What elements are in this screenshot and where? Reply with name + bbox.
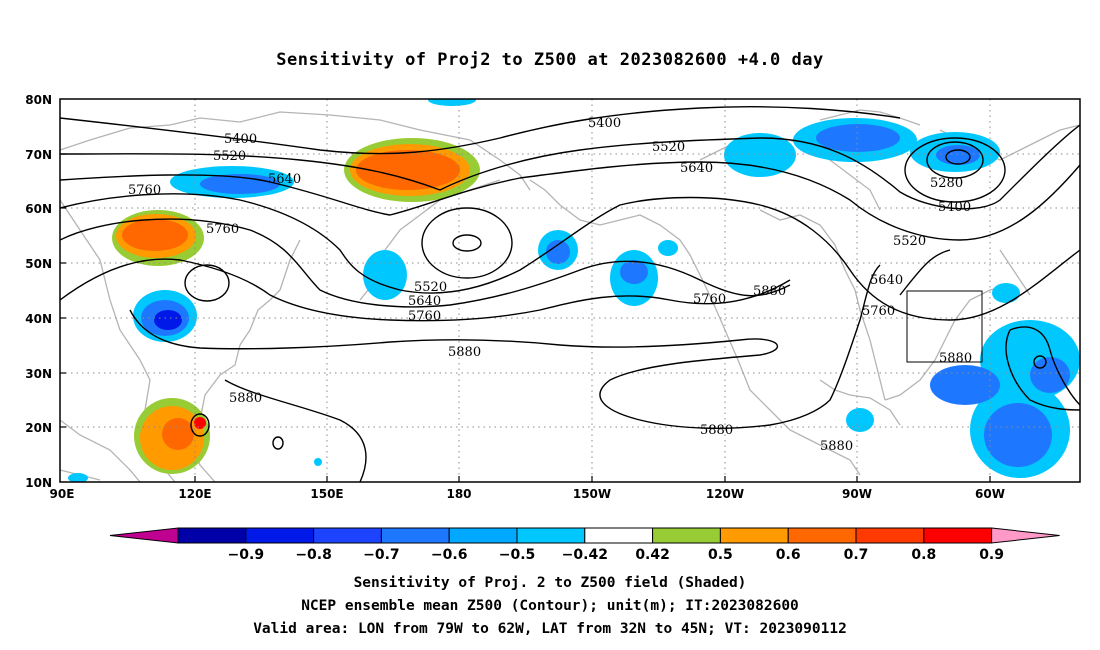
colorbar-swatch: [787, 527, 857, 544]
lon-label: 90W: [842, 487, 872, 501]
contour-label: 5760: [128, 183, 161, 198]
contour-label: 5520: [893, 234, 926, 249]
contour-label: 5400: [938, 200, 971, 215]
coastlines: [60, 109, 1080, 482]
lat-label: 20N: [25, 421, 52, 435]
colorbar-label: −0.6: [431, 547, 468, 563]
contour-label: 5880: [700, 423, 733, 438]
colorbar-swatch: [923, 527, 993, 544]
contour-label: 5400: [224, 132, 257, 147]
colorbar-swatch: [991, 527, 1060, 544]
lat-label: 10N: [25, 476, 52, 490]
contour-label: 5880: [229, 391, 262, 406]
colorbar-label: −0.9: [228, 547, 265, 563]
colorbar-label: −0.7: [363, 547, 400, 563]
lon-label: 120E: [178, 487, 211, 501]
gridlines: [60, 99, 1080, 482]
lat-label: 40N: [25, 312, 52, 326]
lon-label: 120W: [706, 487, 744, 501]
colorbar-swatch: [313, 527, 382, 544]
lat-label: 60N: [25, 202, 52, 216]
lon-label: 150W: [573, 487, 611, 501]
colorbar-swatch: [380, 527, 450, 544]
colorbar-swatch: [245, 527, 315, 544]
colorbar: −0.9 −0.8 −0.7 −0.6 −0.5 −0.42 0.42 0.5 0.6 0.7 0.…: [109, 527, 1060, 563]
colorbar-swatch: [177, 527, 247, 544]
colorbar-swatch: [652, 527, 721, 544]
colorbar-label: 0.5: [708, 547, 733, 563]
contour-label: 5760: [408, 309, 441, 324]
contour-label: 5880: [448, 345, 481, 360]
colorbar-label: −0.5: [499, 547, 536, 563]
axis-ticks: [60, 153, 991, 482]
colorbar-swatch: [584, 527, 654, 544]
colorbar-label: 0.9: [979, 547, 1004, 563]
map-title: Sensitivity of Proj2 to Z500 at 20230826…: [276, 50, 824, 70]
colorbar-label: −0.42: [562, 547, 608, 563]
caption-contour: NCEP ensemble mean Z500 (Contour); unit(…: [301, 598, 799, 614]
contour-label: 5520: [414, 280, 447, 295]
caption-valid-area: Valid area: LON from 79W to 62W, LAT fro…: [253, 621, 847, 637]
colorbar-swatch: [109, 527, 179, 544]
lon-label: 180: [446, 487, 471, 501]
lat-label: 50N: [25, 257, 52, 271]
contour-label: 5280: [930, 176, 963, 191]
contour-label: 5880: [753, 284, 786, 299]
contour-label: 5640: [408, 294, 441, 309]
colorbar-swatch: [516, 527, 586, 544]
contour-label: 5880: [820, 439, 853, 454]
contour-label: 5640: [268, 172, 301, 187]
lat-label: 70N: [25, 148, 52, 162]
colorbar-swatch: [448, 527, 518, 544]
map-frame: [59, 98, 1081, 483]
lat-labels: 80N 70N 60N 50N 40N 30N 20N 10N: [25, 93, 52, 490]
colorbar-label: 0.42: [635, 547, 670, 563]
contour-label: 5760: [206, 222, 239, 237]
valid-area-box: [906, 290, 983, 363]
contour-labels: 5400 5520 5640 5760 5760 5400 5520 5640 …: [128, 116, 972, 454]
lon-label: 150E: [310, 487, 343, 501]
contour-label: 5760: [862, 304, 895, 319]
contour-label: 5520: [213, 149, 246, 164]
colorbar-label: 0.7: [844, 547, 869, 563]
colorbar-label: −0.8: [295, 547, 332, 563]
lat-label: 30N: [25, 367, 52, 381]
z500-contours: [60, 106, 1080, 482]
colorbar-swatch: [719, 527, 789, 544]
colorbar-label: 0.8: [911, 547, 936, 563]
lon-label: 60W: [975, 487, 1005, 501]
lon-label: 90E: [50, 487, 75, 501]
contour-label: 5520: [652, 140, 685, 155]
colorbar-label: 0.6: [776, 547, 801, 563]
contour-label: 5640: [680, 161, 713, 176]
lon-labels: 90E 120E 150E 180 150W 120W 90W 60W: [50, 487, 1005, 501]
caption-shaded: Sensitivity of Proj. 2 to Z500 field (Sh…: [353, 575, 747, 591]
contour-label: 5880: [939, 351, 972, 366]
lat-label: 80N: [25, 93, 52, 107]
contour-label: 5400: [588, 116, 621, 131]
contour-label: 5760: [693, 292, 726, 307]
colorbar-swatch: [855, 527, 925, 544]
contour-label: 5640: [870, 273, 903, 288]
